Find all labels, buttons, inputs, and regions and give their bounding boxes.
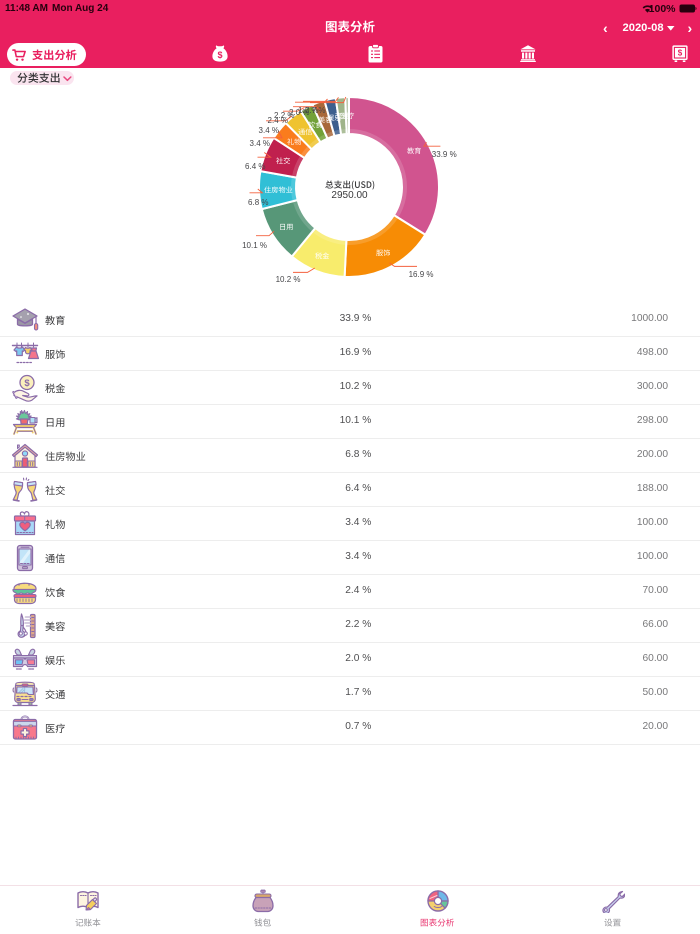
svg-text:$: $ xyxy=(217,50,222,60)
svg-text:$: $ xyxy=(24,378,30,389)
svg-text:$: $ xyxy=(678,49,683,58)
